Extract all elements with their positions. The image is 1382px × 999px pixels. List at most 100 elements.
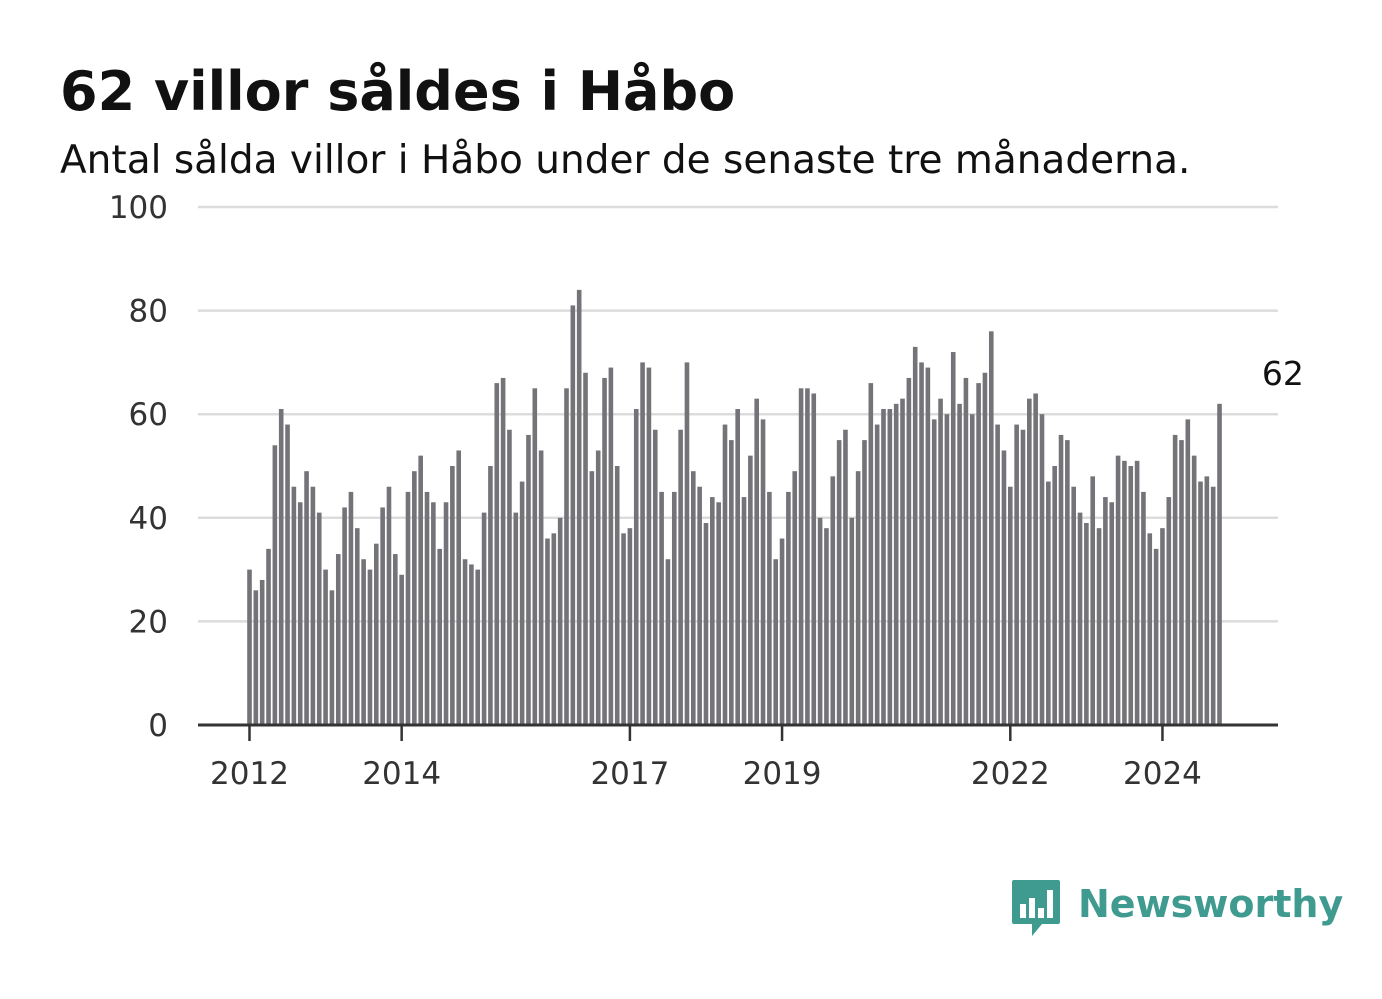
bar bbox=[760, 419, 766, 725]
bar bbox=[1001, 450, 1007, 725]
bars bbox=[247, 289, 1222, 725]
bar bbox=[247, 569, 252, 725]
bar bbox=[906, 377, 912, 725]
bar bbox=[817, 517, 823, 725]
bar bbox=[1160, 528, 1165, 725]
bar bbox=[367, 569, 373, 725]
bar bbox=[576, 289, 582, 725]
bar bbox=[494, 383, 500, 725]
bar bbox=[1008, 486, 1013, 725]
bar bbox=[957, 403, 962, 725]
chart-subtitle: Antal sålda villor i Håbo under de senas… bbox=[60, 138, 1191, 183]
bar bbox=[462, 559, 468, 725]
bar bbox=[849, 517, 855, 725]
bar bbox=[659, 491, 664, 725]
bar bbox=[729, 440, 734, 725]
bar bbox=[1217, 403, 1222, 725]
bar bbox=[938, 398, 943, 725]
bar bbox=[526, 434, 531, 725]
bar bbox=[1179, 440, 1184, 725]
bar bbox=[266, 548, 271, 725]
bar bbox=[792, 471, 798, 725]
bar bbox=[798, 388, 804, 725]
bar bbox=[285, 424, 290, 725]
bar bbox=[1191, 455, 1197, 725]
bar bbox=[786, 491, 791, 725]
x-tick-label: 2022 bbox=[971, 756, 1050, 792]
bar bbox=[342, 507, 347, 725]
x-tick-label: 2024 bbox=[1123, 756, 1202, 792]
x-tick-label: 2012 bbox=[210, 756, 289, 792]
x-tick-label: 2017 bbox=[590, 756, 669, 792]
bar bbox=[678, 429, 683, 725]
bar bbox=[608, 367, 614, 725]
bar bbox=[640, 362, 645, 725]
bar bbox=[963, 377, 969, 725]
bar bbox=[881, 409, 886, 725]
bar bbox=[323, 569, 328, 725]
bar bbox=[393, 554, 398, 725]
bar bbox=[1065, 440, 1070, 725]
bar bbox=[488, 466, 493, 725]
bar bbox=[925, 367, 931, 725]
bar bbox=[513, 512, 519, 725]
bar bbox=[767, 491, 772, 725]
bar bbox=[570, 305, 576, 725]
bar bbox=[374, 543, 379, 725]
bar bbox=[589, 471, 595, 725]
bar bbox=[1172, 434, 1178, 725]
bar bbox=[1020, 429, 1026, 725]
y-tick-label: 0 bbox=[148, 708, 168, 744]
bar bbox=[716, 502, 721, 725]
bar bbox=[424, 491, 430, 725]
bar bbox=[1039, 414, 1045, 725]
bar bbox=[652, 429, 658, 725]
bar bbox=[1210, 486, 1216, 725]
brand-name: Newsworthy bbox=[1078, 882, 1344, 926]
bar bbox=[868, 383, 874, 725]
bar bbox=[519, 481, 525, 725]
bar bbox=[310, 486, 316, 725]
bar bbox=[754, 398, 759, 725]
x-tick-label: 2019 bbox=[743, 756, 822, 792]
y-axis-ticks: 0 20 40 60 80 100 bbox=[109, 190, 168, 744]
bar bbox=[824, 528, 829, 725]
bar bbox=[1134, 460, 1140, 725]
bar bbox=[950, 352, 956, 725]
bar bbox=[538, 450, 544, 725]
bar-chart-speech-bubble-icon bbox=[1012, 880, 1060, 936]
bar bbox=[1109, 502, 1115, 725]
bar bbox=[602, 377, 607, 725]
bar bbox=[843, 429, 848, 725]
bar bbox=[1052, 466, 1057, 725]
bar bbox=[545, 538, 550, 725]
bar bbox=[887, 409, 893, 725]
bar bbox=[893, 403, 899, 725]
bar bbox=[475, 569, 481, 725]
bar bbox=[691, 471, 696, 725]
bar bbox=[931, 419, 937, 725]
bar bbox=[595, 450, 601, 725]
bar bbox=[862, 440, 867, 725]
bar bbox=[431, 502, 436, 725]
bar bbox=[1198, 481, 1203, 725]
bar bbox=[703, 522, 709, 725]
bar bbox=[1046, 481, 1051, 725]
bar bbox=[335, 554, 341, 725]
bar bbox=[741, 497, 747, 725]
bar bbox=[481, 512, 487, 725]
bar bbox=[1147, 533, 1153, 725]
bar bbox=[621, 533, 626, 725]
bar bbox=[1096, 528, 1102, 725]
bar bbox=[304, 471, 309, 725]
bar bbox=[684, 362, 690, 725]
bar bbox=[735, 409, 740, 725]
bar bbox=[329, 590, 335, 725]
bar bbox=[805, 388, 810, 725]
y-tick-label: 100 bbox=[109, 190, 168, 226]
bar bbox=[532, 388, 538, 725]
bar bbox=[1128, 466, 1134, 725]
bar bbox=[830, 476, 836, 725]
bar bbox=[361, 559, 366, 725]
bar bbox=[1166, 497, 1172, 725]
